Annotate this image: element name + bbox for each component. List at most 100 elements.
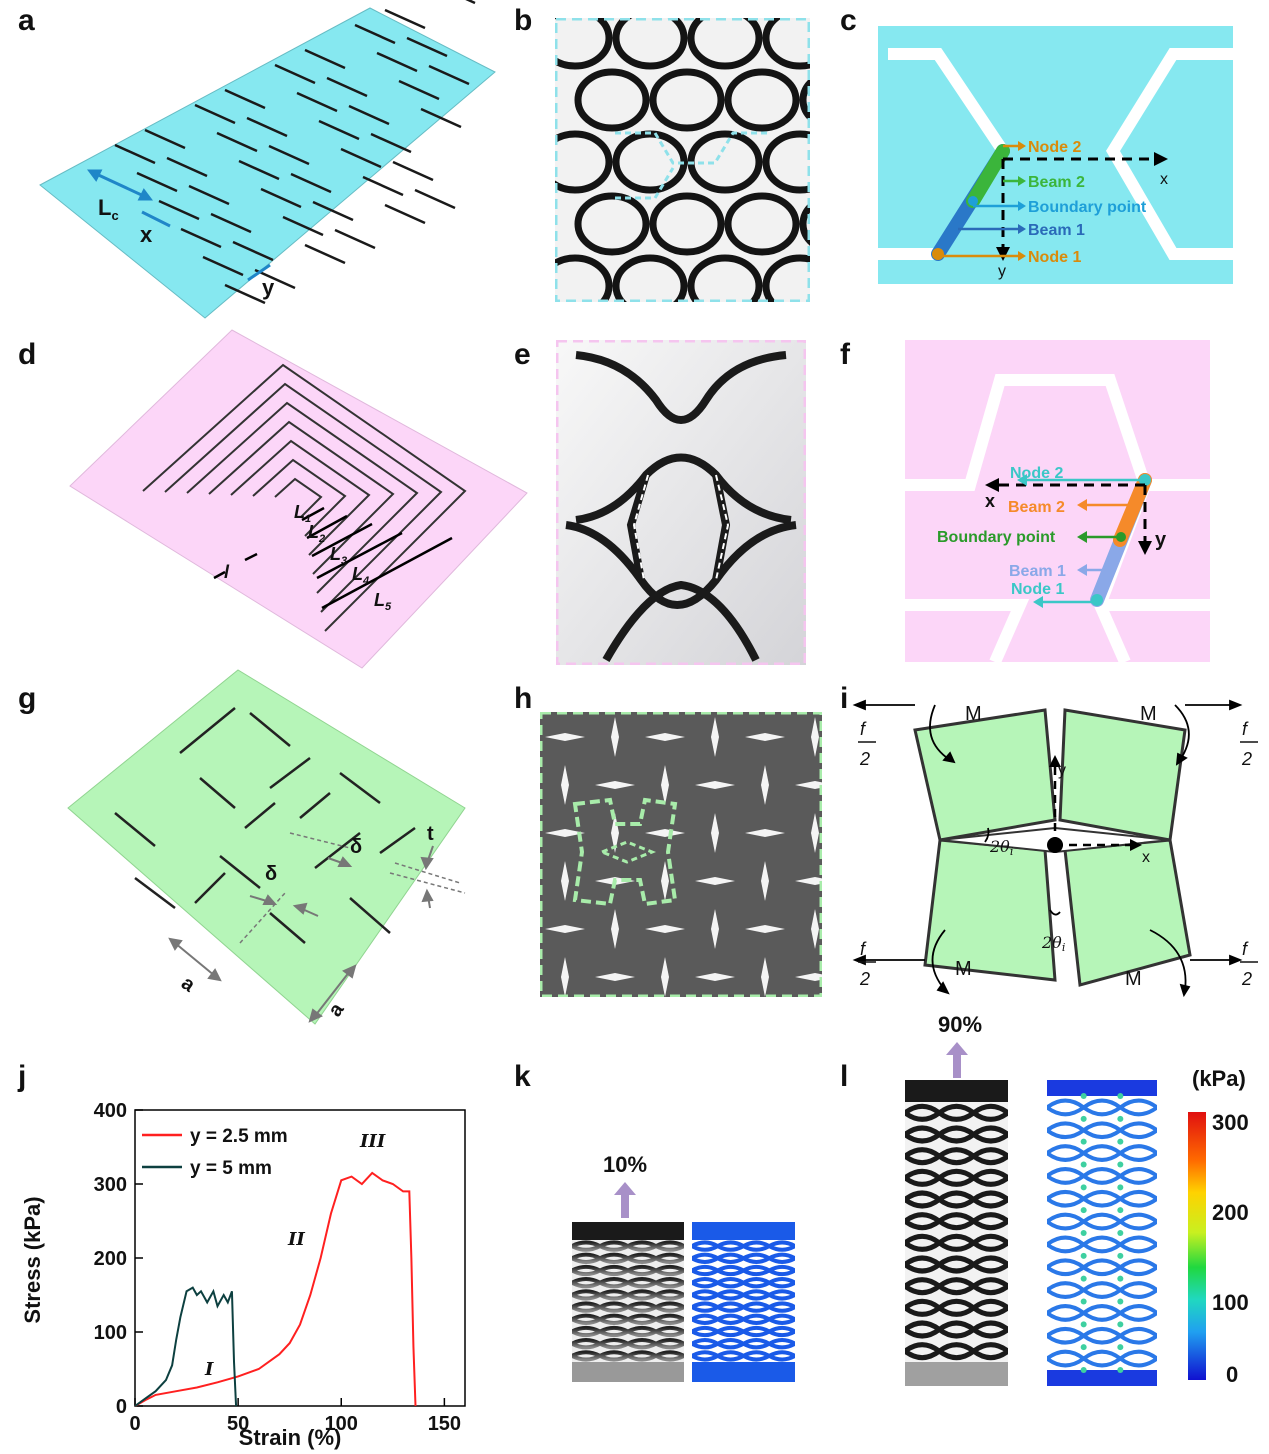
slit [194,103,236,125]
mesh-cell [1082,1121,1124,1140]
opening [795,781,822,789]
slit [370,132,412,154]
panel-label-g: g [18,682,37,715]
mesh-cell [1082,1144,1124,1162]
i-f-num-1: f [860,719,867,739]
slit [379,826,416,855]
l-arrow [946,1042,968,1078]
slit [420,107,462,129]
stress-hotspot [1117,1298,1124,1305]
opening [745,733,785,741]
mesh-cell [1082,1167,1124,1185]
y-axis-title: Stress (kPa) [20,1196,45,1323]
slit [180,227,222,249]
stress-hotspot [1080,1184,1087,1191]
opening [811,717,819,757]
legend-label-1: y = 2.5 mm [190,1126,288,1147]
spiral-slit [186,401,419,594]
mesh-cell [1082,1258,1124,1277]
stress-hotspot [1117,1138,1124,1145]
legend-label-2: y = 5 mm [190,1158,272,1179]
slit [260,187,302,209]
mesh-cell [1082,1326,1124,1345]
mesh-cell [768,1313,795,1325]
slit [219,855,261,889]
stress-hotspot [1080,1115,1087,1122]
i-f-num-4: f [1242,939,1249,959]
cell [555,254,613,302]
mesh-cell [1119,1212,1157,1231]
mesh-cell [655,1301,684,1313]
cell [555,130,613,194]
opening [611,717,619,757]
slit [362,175,404,197]
slit [348,104,390,126]
colorbar-unit: (kPa) [1192,1066,1246,1091]
cell [799,202,810,246]
mesh-cell [1119,1189,1157,1208]
slit [188,184,230,206]
c-x-axis-label: x [1160,171,1168,188]
colorbar-tick-200: 200 [1212,1200,1249,1225]
i-m-label-4: M [1125,968,1142,990]
stress-hotspot [1080,1093,1087,1099]
f-beam2-label: Beam 2 [1008,499,1065,516]
f-boundary-label: Boundary point [937,529,1056,546]
mesh-cell [972,1168,1008,1187]
slit [340,147,382,169]
slit [199,777,236,809]
panel-label-d: d [18,338,37,371]
x-axis-title: Strain (%) [239,1425,342,1450]
i-theta-label-1: 2θi [989,837,1013,858]
mesh-cell [972,1190,1008,1209]
mesh-cell [972,1342,1008,1361]
slit [210,212,252,234]
x-tick-label: 150 [428,1413,461,1435]
i-f-den-1: 2 [859,749,870,769]
opening [761,765,769,805]
square-bottom-left [923,838,1057,982]
mesh-cell [768,1301,795,1313]
f-x-axis-label: x [985,491,995,511]
opening [711,717,719,757]
square-top-left [913,708,1057,842]
d-l4-label: L4 [352,564,369,587]
stress-hotspot [1080,1275,1087,1282]
mesh-cell [1119,1167,1157,1185]
slit [224,88,266,110]
slit [304,243,346,265]
slit [268,144,310,166]
g-delta-2: δ [350,836,362,858]
stress-hotspot [1117,1184,1124,1191]
y-label: y [262,275,275,300]
panel-label-e: e [514,338,531,371]
slit [334,228,376,250]
stress-hotspot [1117,1344,1124,1351]
opening [595,781,635,789]
cell [762,254,810,302]
opening [661,861,669,901]
mesh-cell [905,1125,944,1144]
opening [595,973,635,981]
k-photo [572,1222,684,1382]
l-simulation [1047,1080,1157,1386]
panel-h-photo [540,712,822,997]
i-m-label-1: M [965,703,982,725]
panel-i-diagram: M M M M f 2 f 2 f 2 f 2 2θi 2θi x y [852,699,1258,998]
slit [465,0,476,5]
slit [384,8,426,30]
mesh-cell [655,1313,684,1325]
colorbar: 300 200 100 0 [1188,1110,1249,1385]
slit [304,48,346,70]
g-t-label: t [427,823,434,845]
l-photo [905,1080,1008,1386]
cell [574,192,650,256]
cell [724,192,800,256]
mesh-cell [1119,1326,1157,1345]
panel-label-l: l [840,1060,849,1093]
y-tick-label: 0 [116,1396,127,1418]
mesh-cell [768,1252,795,1264]
slit [216,131,258,153]
mesh-cell [655,1338,684,1350]
opening [645,925,685,933]
